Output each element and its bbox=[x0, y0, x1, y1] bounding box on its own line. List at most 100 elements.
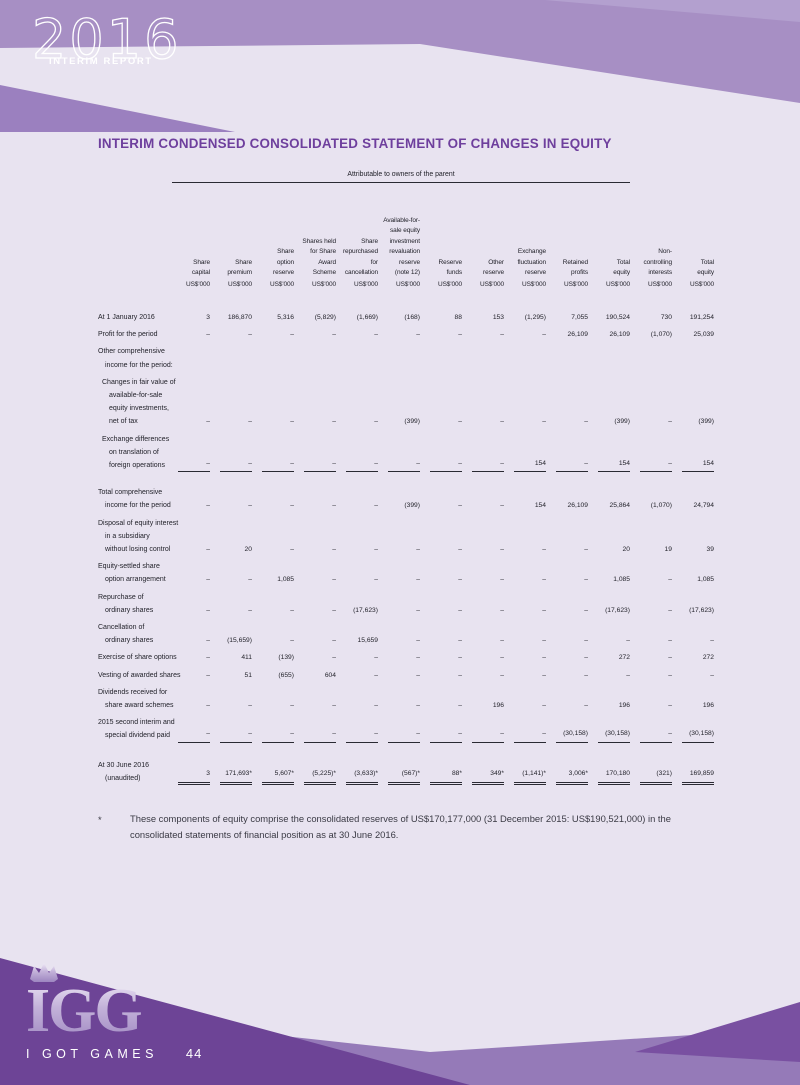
row-label: Total comprehensive income for the period bbox=[98, 486, 172, 512]
value: – bbox=[178, 727, 210, 743]
value: – bbox=[374, 331, 378, 339]
row-values: – 20 – – – – – – – – 20 19 39 bbox=[172, 543, 722, 556]
value: 154 bbox=[514, 457, 546, 473]
row-label-line: Exchange differences bbox=[102, 435, 170, 443]
table-body: At 1 January 2016 3 186,870 5,316 (5,829) (1,… bbox=[98, 311, 722, 786]
row-label: Equity-settled share option arrangement bbox=[98, 560, 172, 586]
value-cell: 7,055 bbox=[550, 311, 592, 324]
value: (655) bbox=[278, 671, 294, 679]
value-cell: – bbox=[508, 543, 550, 556]
value: – bbox=[290, 546, 294, 554]
value-cell: – bbox=[340, 727, 382, 743]
column-header: Total equity US$'000 bbox=[592, 188, 634, 290]
column-header-line: interests bbox=[648, 269, 672, 276]
value: – bbox=[584, 576, 588, 584]
value-cell: – bbox=[172, 634, 214, 647]
value-cell: – bbox=[508, 634, 550, 647]
value-cell: – bbox=[508, 573, 550, 586]
table-row: Changes in fair value of available-for-sa… bbox=[98, 376, 722, 429]
value-cell: – bbox=[256, 499, 298, 512]
value: (17,623) bbox=[689, 606, 714, 614]
value-cell: – bbox=[424, 604, 466, 617]
row-label-line: Cancellation of bbox=[98, 624, 145, 632]
column-unit: US$'000 bbox=[647, 280, 672, 288]
value: – bbox=[500, 546, 504, 554]
value-cell: 20 bbox=[214, 543, 256, 556]
page-number: 44 bbox=[185, 1046, 203, 1061]
value: – bbox=[220, 727, 252, 743]
column-header: Share repurchased for cancellation US$'000 bbox=[340, 188, 382, 290]
value: – bbox=[332, 606, 336, 614]
column-header-line: Share bbox=[235, 258, 252, 266]
value: (17,623) bbox=[353, 606, 378, 614]
value: 154 bbox=[598, 457, 630, 473]
value-cell: (399) bbox=[592, 415, 634, 428]
column-unit: US$'000 bbox=[605, 280, 630, 288]
row-label-line: without losing control bbox=[105, 546, 171, 554]
value-cell: – bbox=[298, 499, 340, 512]
value: – bbox=[640, 457, 672, 473]
value: – bbox=[374, 702, 378, 710]
value: 51 bbox=[244, 671, 252, 679]
value: – bbox=[374, 502, 378, 510]
value-cell: – bbox=[550, 604, 592, 617]
value-cell: – bbox=[256, 415, 298, 428]
statement-content: INTERIM CONDENSED CONSOLIDATED STATEMENT… bbox=[98, 136, 722, 842]
value-cell: 51 bbox=[214, 669, 256, 682]
value: – bbox=[290, 702, 294, 710]
footnote-marker: * bbox=[98, 814, 102, 826]
value: 20 bbox=[244, 546, 252, 554]
value: (399) bbox=[614, 418, 630, 426]
value: – bbox=[332, 654, 336, 662]
row-label: 2015 second interim and special dividend … bbox=[98, 716, 175, 742]
value: – bbox=[416, 702, 420, 710]
value: 7,055 bbox=[571, 314, 588, 321]
value-cell: – bbox=[550, 415, 592, 428]
value: (3,633)* bbox=[346, 767, 378, 786]
value: 88 bbox=[454, 314, 462, 321]
row-values: – (15,659) – – 15,659 – – – – – – – – bbox=[172, 634, 722, 647]
value: – bbox=[248, 576, 252, 584]
value-cell: (1,070) bbox=[634, 499, 676, 512]
value: – bbox=[374, 654, 378, 662]
value-cell: – bbox=[298, 573, 340, 586]
value-cell: – bbox=[340, 543, 382, 556]
value: – bbox=[248, 331, 252, 339]
value-cell: – bbox=[382, 651, 424, 664]
row-label-line: Disposal of equity interest bbox=[98, 519, 179, 527]
value: (30,158) bbox=[556, 727, 588, 743]
row-label-line: At 30 June 2016 bbox=[98, 761, 149, 769]
value: 15,659 bbox=[357, 637, 378, 645]
value: – bbox=[206, 606, 210, 614]
column-unit: US$'000 bbox=[689, 280, 714, 288]
value-cell: 730 bbox=[634, 311, 676, 324]
value: – bbox=[626, 671, 630, 679]
value: – bbox=[206, 546, 210, 554]
value: – bbox=[248, 606, 252, 614]
value-cell: 3 bbox=[172, 767, 214, 786]
equity-table: Attributable to owners of the parent Sha… bbox=[98, 171, 722, 786]
column-header-line: Share bbox=[277, 248, 294, 255]
column-header-line: equity bbox=[697, 269, 714, 276]
value-cell: 604 bbox=[298, 669, 340, 682]
value: – bbox=[584, 702, 588, 710]
row-label: Vesting of awarded shares bbox=[98, 669, 181, 682]
row-label: At 1 January 2016 bbox=[98, 311, 172, 324]
value: – bbox=[472, 727, 504, 743]
value: 191,254 bbox=[689, 314, 714, 321]
value: – bbox=[500, 637, 504, 645]
value-cell: – bbox=[676, 634, 718, 647]
value: – bbox=[584, 418, 588, 426]
value-cell: (1,141)* bbox=[508, 767, 550, 786]
value: 26,109 bbox=[567, 502, 588, 510]
row-label: Other comprehensive income for the period… bbox=[98, 345, 173, 371]
value: (15,659) bbox=[227, 637, 252, 645]
value-cell: 170,180 bbox=[592, 767, 634, 786]
value-cell: – bbox=[550, 651, 592, 664]
value: (321) bbox=[640, 767, 672, 786]
value-cell: – bbox=[340, 499, 382, 512]
column-header-line: for Share bbox=[310, 248, 336, 255]
value-cell: (1,070) bbox=[634, 328, 676, 341]
value-cell: – bbox=[214, 573, 256, 586]
